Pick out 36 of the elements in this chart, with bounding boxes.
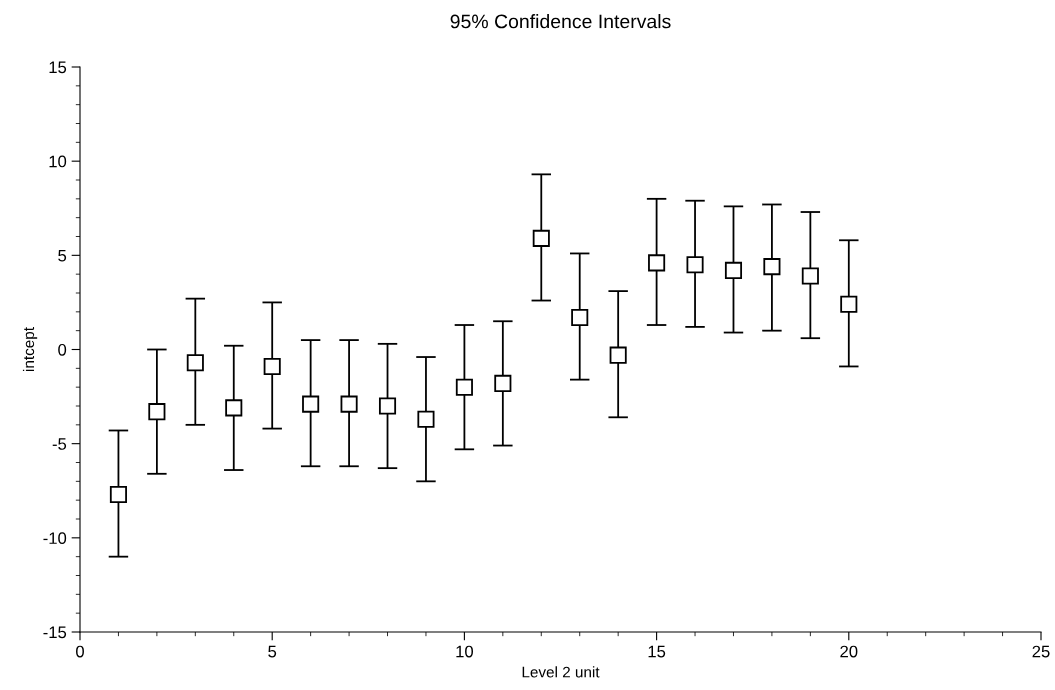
y-tick-label: 0 [58,343,67,356]
x-tick-label: 0 [76,645,84,658]
point [532,229,550,247]
point [801,267,819,285]
point [263,357,281,375]
point [378,397,397,415]
point [686,256,704,274]
point [724,261,743,279]
x-tick-label: 15 [648,645,666,658]
point [186,354,204,372]
point [571,308,589,327]
x-tick-label: 10 [456,645,474,658]
point [302,395,320,413]
point [609,346,627,364]
point [840,295,858,313]
y-tick-label: -15 [43,626,67,639]
point [494,374,512,392]
x-tick-label: 25 [1032,645,1050,658]
y-tick-label: -10 [43,532,67,545]
y-tick-label: -5 [52,438,67,450]
y-tick-label: 10 [49,155,67,168]
point [225,399,243,417]
point [417,410,435,428]
point [763,258,781,276]
point [148,403,166,421]
x-axis-title: Level 2 unit [522,666,600,678]
y-tick-label: 15 [49,61,67,74]
point [648,254,666,272]
x-tick-label: 20 [840,645,858,658]
chart-title: 95% Confidence Intervals [450,14,671,29]
point [109,485,127,504]
point [340,395,358,413]
point [455,378,473,396]
y-axis-title: intcept [22,327,38,371]
y-tick-label: 5 [58,249,67,262]
x-tick-label: 5 [268,645,277,658]
